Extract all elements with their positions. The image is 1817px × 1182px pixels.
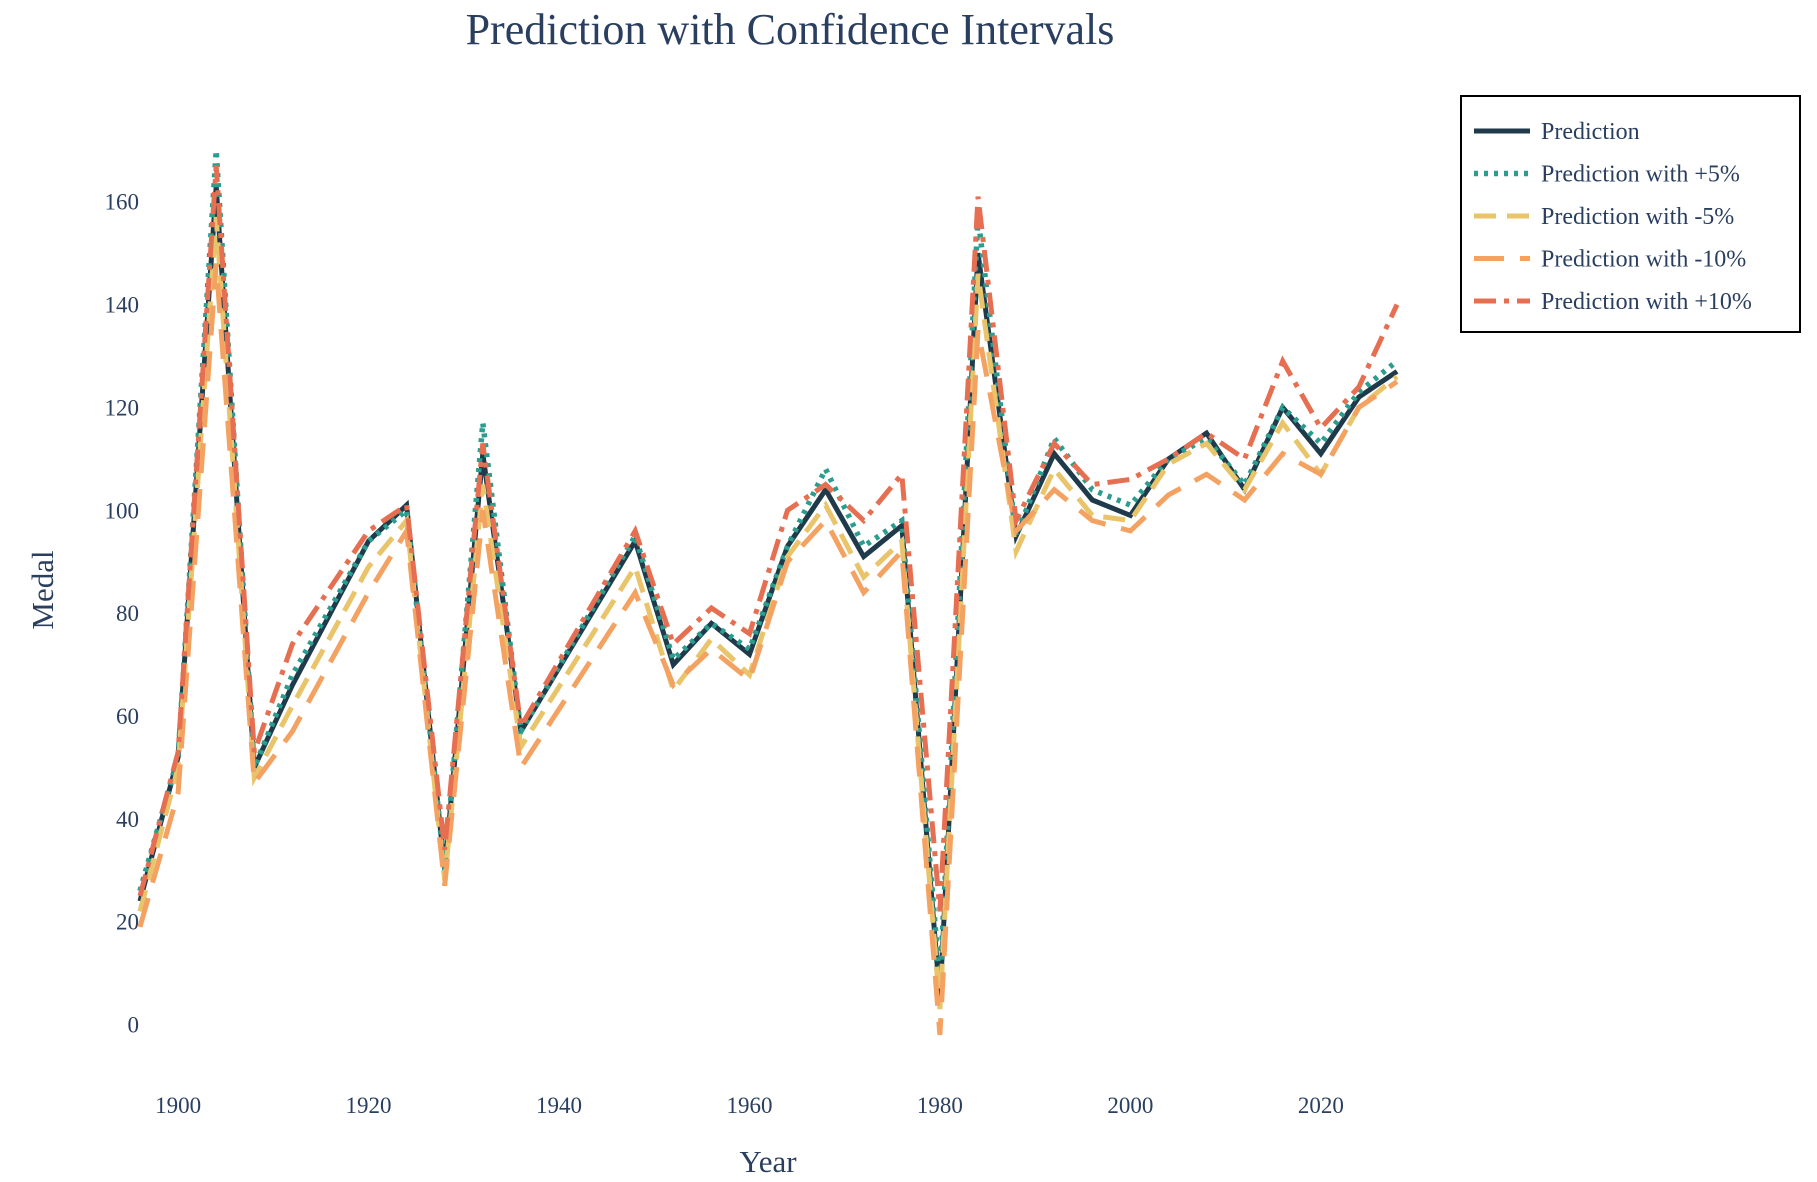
y-axis-title: Medal: [25, 550, 60, 629]
y-tick-label: 20: [116, 910, 139, 935]
y-tick-label: 120: [105, 395, 140, 420]
legend-label: Prediction with -5%: [1541, 204, 1734, 230]
y-tick-label: 40: [116, 807, 139, 832]
chart-title: Prediction with Confidence Intervals: [466, 5, 1115, 54]
y-tick-label: 0: [128, 1013, 140, 1038]
x-axis-ticks: 1900 1920 1940 1960 1980 2000 2020: [155, 1093, 1344, 1118]
x-tick-label: 1940: [536, 1093, 582, 1118]
legend-label: Prediction with +10%: [1541, 289, 1752, 315]
y-tick-label: 80: [116, 601, 139, 626]
x-tick-label: 2000: [1107, 1093, 1153, 1118]
legend: Prediction Prediction with +5% Prediction …: [1460, 95, 1801, 333]
y-tick-label: 60: [116, 704, 139, 729]
series-line-2: [137, 216, 1399, 1010]
y-tick-label: 140: [105, 293, 140, 318]
legend-label: Prediction with -10%: [1541, 247, 1746, 273]
x-axis-title: Year: [739, 1144, 797, 1179]
legend-label: Prediction with +5%: [1541, 162, 1740, 188]
y-tick-label: 160: [105, 190, 140, 215]
plot-area: [137, 150, 1400, 1036]
x-tick-label: 2020: [1298, 1093, 1344, 1118]
series-line-0: [137, 186, 1399, 1000]
x-tick-label: 1980: [917, 1093, 963, 1118]
x-tick-label: 1920: [346, 1093, 392, 1118]
x-tick-label: 1960: [726, 1093, 772, 1118]
series-line-1: [137, 150, 1399, 984]
series-line-3: [137, 263, 1399, 1036]
x-tick-label: 1900: [155, 1093, 201, 1118]
y-axis-ticks: 0 20 40 60 80 100 120 140 160: [105, 190, 140, 1038]
y-tick-label: 100: [105, 498, 140, 523]
legend-label: Prediction: [1541, 119, 1640, 145]
series-line-4: [137, 165, 1400, 912]
